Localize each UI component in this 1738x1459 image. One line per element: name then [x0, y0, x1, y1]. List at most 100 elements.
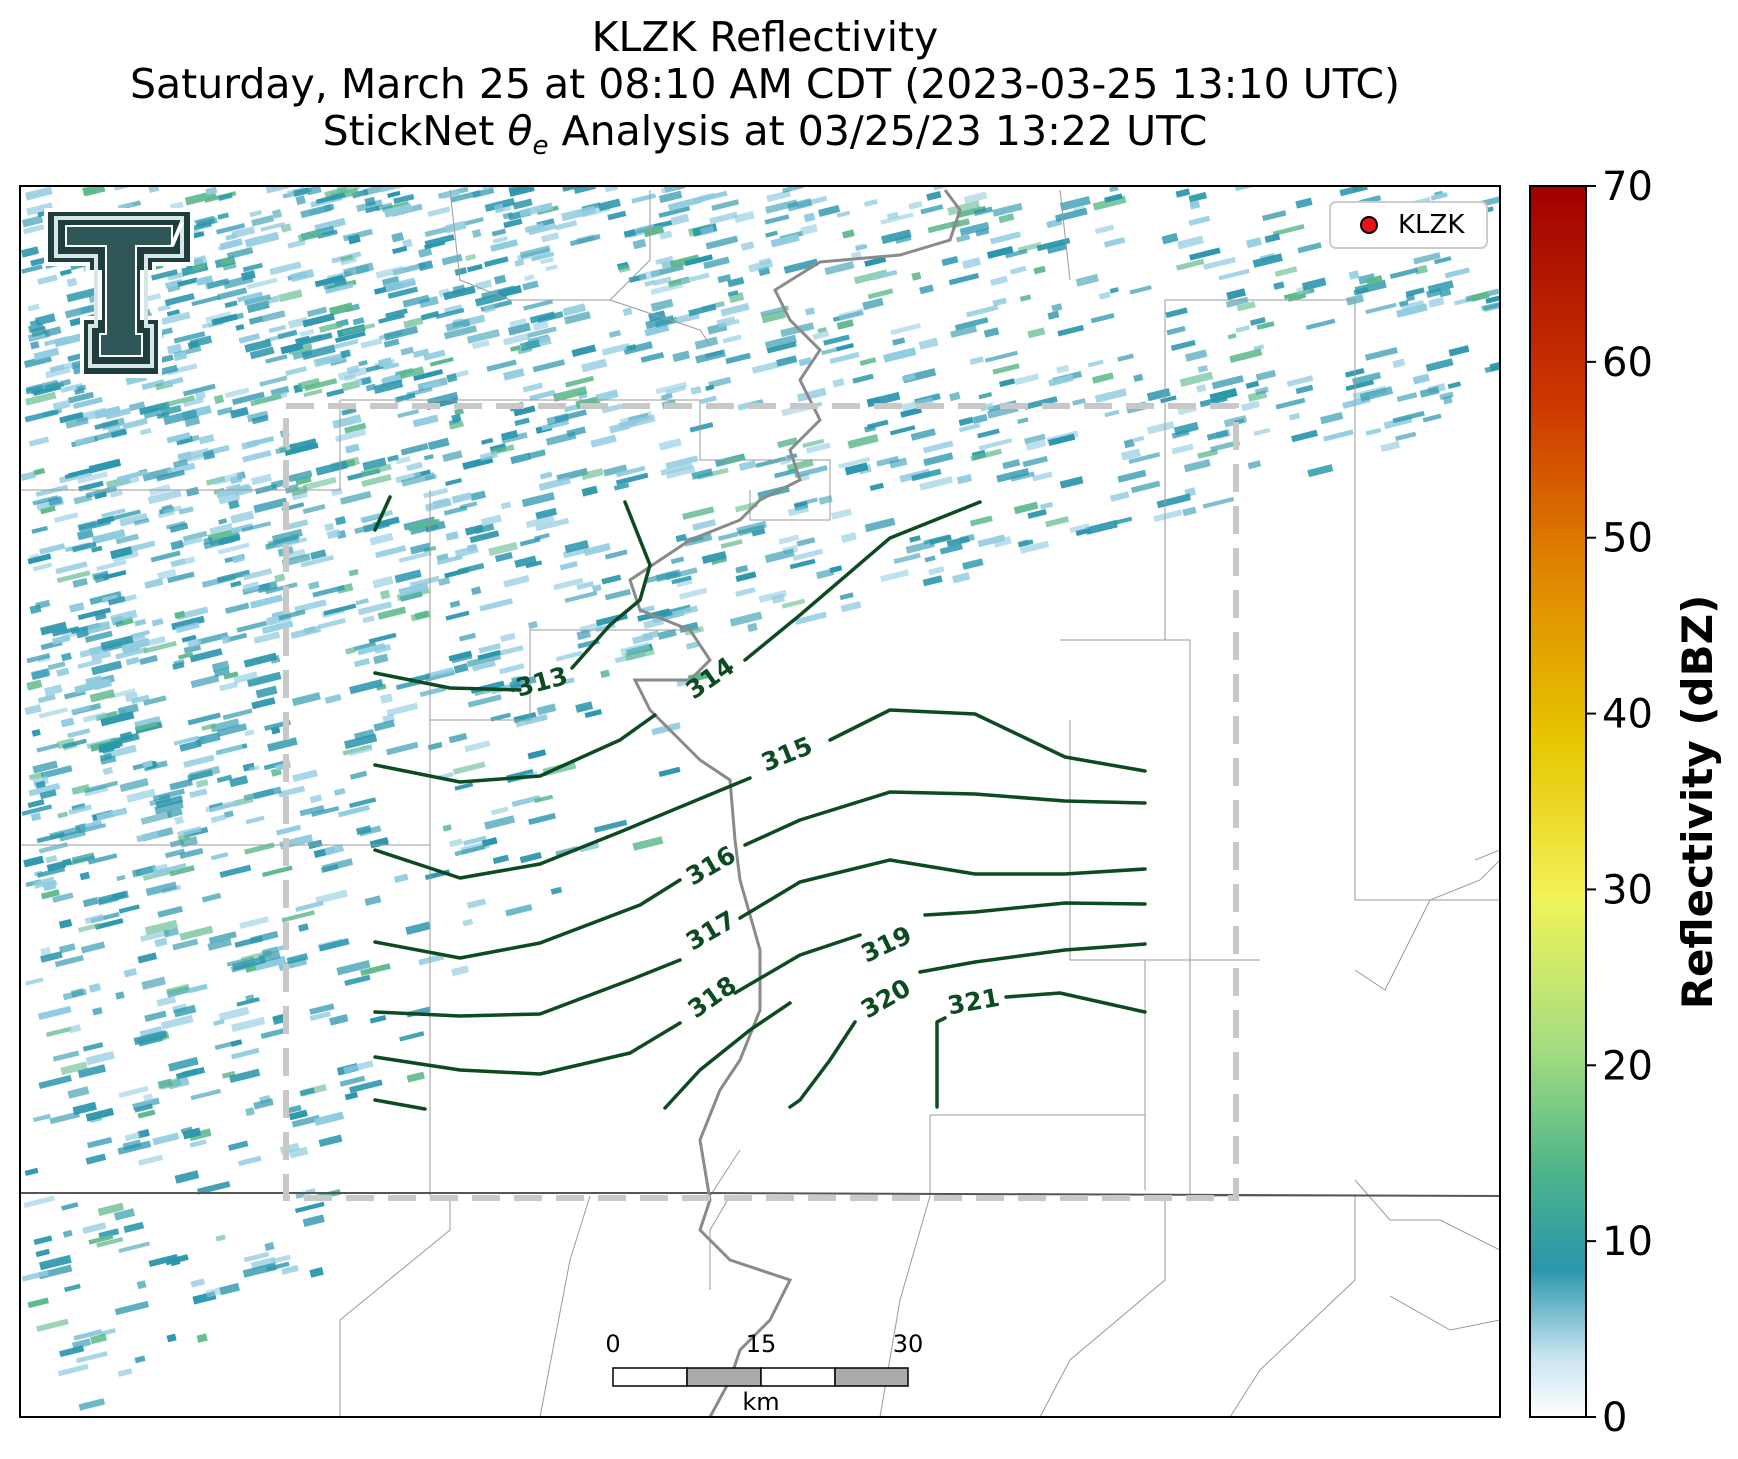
reflectivity-pixel [255, 685, 278, 699]
reflectivity-pixel [703, 256, 730, 270]
reflectivity-pixel [177, 277, 199, 287]
reflectivity-pixel [1189, 200, 1201, 210]
reflectivity-pixel [590, 434, 617, 448]
reflectivity-pixel [535, 517, 570, 532]
reflectivity-pixel [561, 205, 596, 222]
reflectivity-pixel [513, 711, 537, 724]
reflectivity-pixel [353, 641, 377, 652]
reflectivity-pixel [395, 456, 411, 465]
reflectivity-pixel [607, 210, 627, 221]
reflectivity-pixel [142, 760, 153, 769]
reflectivity-pixel [472, 660, 496, 672]
reflectivity-pixel [890, 323, 921, 336]
reflectivity-pixel [375, 202, 393, 212]
reflectivity-pixel [1359, 386, 1394, 402]
reflectivity-pixel [224, 602, 250, 614]
reflectivity-pixel [620, 642, 651, 657]
reflectivity-pixel [210, 814, 227, 824]
reflectivity-pixel [299, 328, 315, 337]
reflectivity-pixel [326, 388, 345, 398]
reflectivity-pixel [190, 1278, 206, 1288]
reflectivity-pixel [242, 450, 272, 463]
reflectivity-pixel [201, 574, 236, 588]
reflectivity-pixel [1396, 392, 1418, 402]
reflectivity-pixel [25, 186, 53, 201]
reflectivity-pixel [1202, 496, 1235, 509]
reflectivity-pixel [274, 573, 286, 583]
reflectivity-pixel [1389, 267, 1419, 279]
reflectivity-pixel [302, 476, 337, 491]
reflectivity-pixel [360, 463, 392, 477]
reflectivity-pixel [970, 448, 1003, 462]
reflectivity-pixel [27, 303, 40, 312]
reflectivity-pixel [452, 761, 486, 775]
reflectivity-pixel [112, 891, 127, 901]
reflectivity-pixel [1120, 448, 1141, 461]
reflectivity-pixel [232, 956, 266, 971]
reflectivity-pixel [1470, 291, 1490, 302]
reflectivity-pixel [444, 220, 467, 234]
reflectivity-pixel [251, 697, 276, 710]
reflectivity-pixel [134, 716, 161, 728]
reflectivity-pixel [173, 1004, 197, 1018]
reflectivity-pixel [343, 373, 357, 382]
colorbar-tick-label: 10 [1602, 1219, 1653, 1265]
reflectivity-pixel [271, 209, 283, 219]
reflectivity-pixel [1246, 237, 1262, 249]
reflectivity-pixel [246, 300, 270, 314]
reflectivity-pixel [242, 581, 260, 593]
reflectivity-pixel [794, 611, 827, 625]
reflectivity-pixel [840, 601, 862, 613]
reflectivity-pixel [1275, 397, 1306, 410]
reflectivity-pixel [1439, 288, 1452, 298]
reflectivity-pixel [203, 536, 214, 545]
reflectivity-pixel [82, 1222, 107, 1235]
reflectivity-pixel [213, 471, 243, 486]
reflectivity-pixel [1057, 324, 1085, 337]
reflectivity-pixel [1365, 275, 1383, 286]
reflectivity-pixel [794, 465, 828, 479]
reflectivity-pixel [302, 1214, 325, 1227]
reflectivity-pixel [179, 537, 203, 547]
reflectivity-pixel [326, 529, 341, 540]
reflectivity-pixel [165, 279, 183, 289]
reflectivity-pixel [1227, 333, 1237, 340]
reflectivity-pixel [740, 241, 755, 251]
reflectivity-pixel [423, 454, 434, 461]
reflectivity-pixel [271, 1254, 291, 1264]
reflectivity-pixel [519, 537, 541, 547]
reflectivity-pixel [1345, 379, 1375, 391]
reflectivity-pixel [422, 380, 441, 390]
reflectivity-pixel [45, 854, 58, 864]
reflectivity-pixel [427, 437, 450, 451]
reflectivity-pixel [60, 1061, 88, 1076]
reflectivity-pixel [67, 1086, 90, 1099]
reflectivity-pixel [172, 458, 189, 468]
reflectivity-pixel [989, 275, 1008, 286]
reflectivity-pixel [406, 1071, 425, 1083]
theta-e-contours [373, 495, 1147, 1111]
reflectivity-pixel [690, 385, 702, 395]
reflectivity-pixel [315, 192, 346, 204]
reflectivity-pixel [362, 457, 387, 471]
reflectivity-pixel [760, 305, 789, 317]
reflectivity-pixel [39, 789, 57, 800]
reflectivity-pixel [1175, 188, 1191, 198]
reflectivity-pixel [285, 366, 307, 377]
reflectivity-pixel [21, 215, 44, 228]
reflectivity-pixel [758, 589, 788, 603]
reflectivity-pixel [766, 341, 797, 354]
reflectivity-pixel [999, 378, 1016, 388]
reflectivity-pixel [189, 1139, 207, 1148]
reflectivity-pixel [110, 546, 133, 560]
reflectivity-pixel [131, 629, 150, 639]
reflectivity-pixel [407, 518, 441, 532]
reflectivity-pixel [1025, 439, 1047, 451]
reflectivity-pixel [622, 307, 633, 316]
reflectivity-pixel [805, 442, 831, 454]
reflectivity-pixel [889, 425, 916, 436]
reflectivity-pixel [82, 1042, 104, 1052]
reflectivity-pixel [110, 427, 128, 439]
reflectivity-pixel [948, 272, 980, 286]
reflectivity-pixel [144, 577, 164, 589]
